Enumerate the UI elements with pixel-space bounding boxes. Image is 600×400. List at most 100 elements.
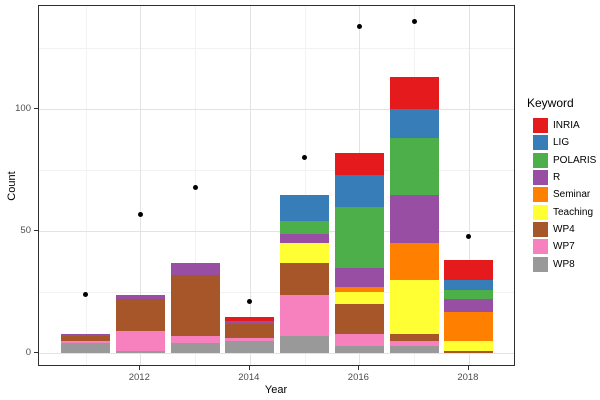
x-tick-mark bbox=[139, 366, 141, 370]
bar-segment-wp8 bbox=[280, 336, 330, 354]
bar-segment-wp8 bbox=[389, 345, 439, 354]
scatter-point bbox=[83, 292, 89, 298]
bar-segment-polaris bbox=[280, 221, 330, 234]
x-tick-label: 2018 bbox=[457, 372, 479, 383]
scatter-point bbox=[356, 23, 362, 29]
major-gridline-x bbox=[140, 6, 142, 365]
major-gridline-y bbox=[39, 353, 514, 355]
minor-gridline-x bbox=[85, 6, 87, 365]
minor-gridline-y bbox=[39, 170, 514, 172]
bar-segment-seminar bbox=[334, 287, 384, 293]
bar-segment-wp7 bbox=[225, 338, 275, 341]
bar-segment-lig bbox=[280, 194, 330, 222]
scatter-point bbox=[247, 299, 253, 305]
bar-segment-wp8 bbox=[170, 343, 220, 354]
bar-segment-lig bbox=[389, 109, 439, 139]
legend-swatch bbox=[533, 204, 548, 220]
y-tick-label: 0 bbox=[25, 346, 31, 358]
scatter-point bbox=[192, 184, 198, 190]
bar-segment-lig bbox=[334, 175, 384, 207]
y-tick-mark bbox=[34, 352, 38, 354]
x-axis-title: Year bbox=[264, 384, 288, 396]
chart-panel bbox=[38, 5, 515, 366]
bar-segment-wp4 bbox=[115, 299, 165, 332]
bar-segment-wp8 bbox=[225, 340, 275, 354]
bar-segment-polaris bbox=[334, 206, 384, 268]
x-tick-label: 2016 bbox=[347, 372, 369, 383]
legend-item-teaching: Teaching bbox=[526, 203, 596, 220]
y-tick-mark bbox=[34, 230, 38, 232]
legend-items: INRIA LIG POLARIS R Seminar Teaching WP4 WP7 WP8 bbox=[526, 117, 596, 273]
bar-segment-inria bbox=[444, 260, 494, 280]
scatter-point bbox=[466, 233, 472, 239]
bar-segment-wp4 bbox=[389, 333, 439, 341]
bar-segment-wp4 bbox=[170, 275, 220, 336]
x-tick-label: 2014 bbox=[238, 372, 260, 383]
scatter-point bbox=[137, 211, 143, 217]
legend-swatch bbox=[533, 256, 548, 272]
bar-segment-wp7 bbox=[389, 340, 439, 346]
legend-item-seminar: Seminar bbox=[526, 186, 596, 203]
x-tick-mark bbox=[358, 366, 360, 370]
bar-segment-wp4 bbox=[334, 304, 384, 334]
legend-label: Teaching bbox=[553, 206, 594, 218]
x-tick-mark bbox=[248, 366, 250, 370]
legend-item-wp4: WP4 bbox=[526, 221, 596, 238]
legend: Keyword INRIA LIG POLARIS R Seminar Teaching W… bbox=[526, 96, 596, 273]
legend-swatch bbox=[533, 170, 548, 186]
legend-label: POLARIS bbox=[553, 154, 597, 166]
scatter-point bbox=[411, 18, 417, 24]
major-gridline-y bbox=[39, 231, 514, 233]
scatter-point bbox=[302, 155, 308, 161]
bar-segment-wp7 bbox=[334, 333, 384, 346]
bar-segment-wp7 bbox=[115, 331, 165, 351]
bar-segment-seminar bbox=[389, 243, 439, 280]
bar-segment-teaching bbox=[444, 340, 494, 351]
bar-segment-teaching bbox=[389, 279, 439, 334]
bar-segment-lig bbox=[444, 279, 494, 290]
legend-label: LIG bbox=[553, 137, 570, 149]
major-gridline-y bbox=[39, 109, 514, 111]
bar-segment-inria bbox=[389, 77, 439, 110]
bar-segment-r bbox=[389, 194, 439, 244]
legend-item-polaris: POLARIS bbox=[526, 152, 596, 169]
legend-swatch bbox=[533, 187, 548, 203]
legend-item-wp8: WP8 bbox=[526, 255, 596, 272]
legend-item-r: R bbox=[526, 169, 596, 186]
legend-label: WP4 bbox=[553, 223, 575, 235]
legend-label: R bbox=[553, 172, 561, 184]
y-axis-title: Count bbox=[6, 171, 18, 201]
bar-segment-wp7 bbox=[280, 294, 330, 336]
bar-segment-r bbox=[225, 321, 275, 324]
y-tick-label: 50 bbox=[20, 224, 31, 236]
bar-segment-r bbox=[280, 233, 330, 244]
legend-swatch bbox=[533, 152, 548, 168]
bar-segment-wp8 bbox=[334, 345, 384, 354]
bar-segment-r bbox=[334, 267, 384, 288]
legend-item-inria: INRIA bbox=[526, 117, 596, 134]
legend-swatch bbox=[533, 239, 548, 255]
bar-segment-wp8 bbox=[61, 343, 111, 354]
bar-segment-wp4 bbox=[280, 262, 330, 295]
legend-item-wp7: WP7 bbox=[526, 238, 596, 255]
bar-segment-polaris bbox=[389, 138, 439, 195]
legend-title: Keyword bbox=[527, 96, 574, 110]
bar-segment-wp4 bbox=[444, 350, 494, 354]
major-gridline-x bbox=[468, 6, 470, 365]
legend-item-lig: LIG bbox=[526, 134, 596, 151]
minor-gridline-y bbox=[39, 292, 514, 294]
bar-segment-wp4 bbox=[225, 323, 275, 339]
bar-segment-teaching bbox=[334, 292, 384, 305]
bar-segment-teaching bbox=[280, 243, 330, 263]
bar-segment-r bbox=[170, 262, 220, 276]
legend-label: WP7 bbox=[553, 241, 575, 253]
x-tick-mark bbox=[467, 366, 469, 370]
x-tick-label: 2012 bbox=[128, 372, 150, 383]
bar-segment-inria bbox=[334, 153, 384, 176]
major-gridline-x bbox=[249, 6, 251, 365]
bar-segment-wp4 bbox=[61, 336, 111, 341]
bar-segment-inria bbox=[225, 316, 275, 322]
bar-segment-r bbox=[444, 299, 494, 312]
bar-segment-polaris bbox=[444, 289, 494, 300]
